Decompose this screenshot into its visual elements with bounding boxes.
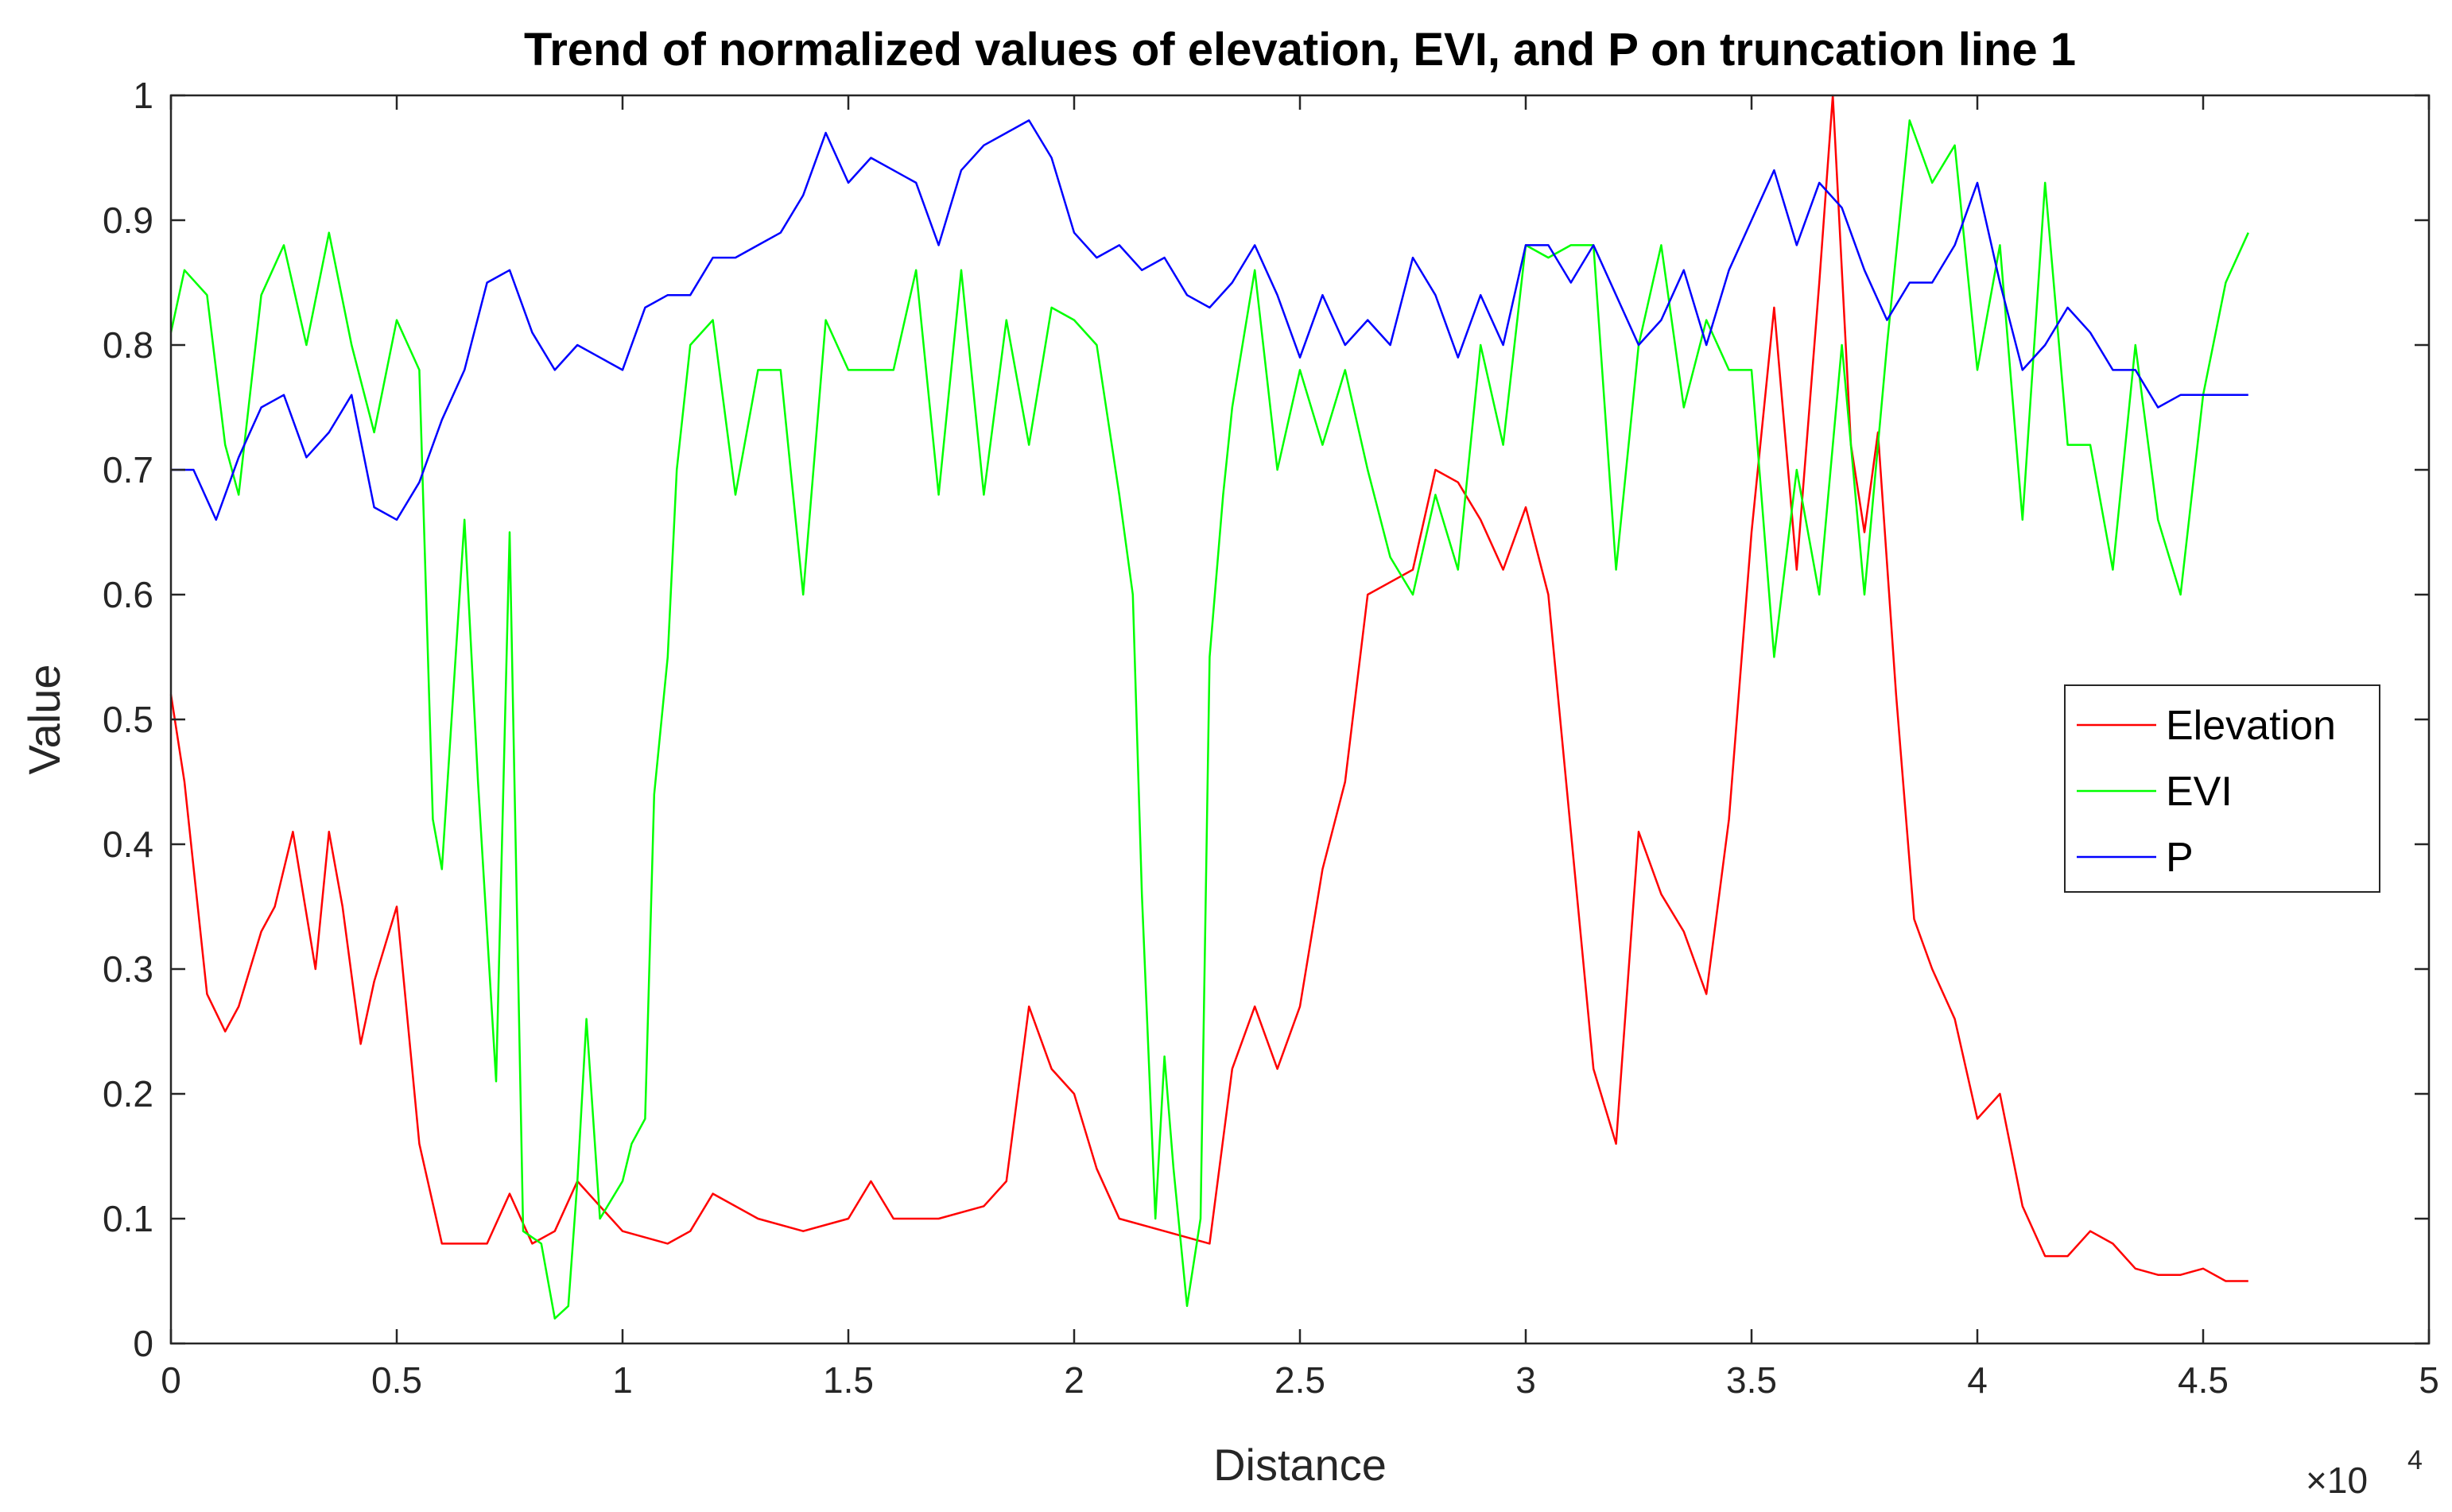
legend-label-elevation: Elevation [2166, 703, 2336, 749]
x-tick-label: 0 [161, 1359, 181, 1401]
x-axis-label: Distance [1213, 1440, 1387, 1490]
x-exponent-power: 4 [2407, 1445, 2423, 1475]
x-tick-label: 4.5 [2178, 1359, 2229, 1401]
y-tick-label: 1 [133, 75, 153, 116]
legend-items: Elevation EVI P [2077, 703, 2336, 881]
x-tick-label: 4 [1967, 1359, 1988, 1401]
legend-label-evi: EVI [2166, 769, 2233, 815]
x-tick-label: 3.5 [1726, 1359, 1777, 1401]
x-tick-label: 1.5 [823, 1359, 874, 1401]
y-tick-label: 0.9 [103, 200, 153, 241]
y-tick-label: 0.4 [103, 824, 153, 865]
x-tick-label: 1 [612, 1359, 633, 1401]
y-tick-label: 0.7 [103, 449, 153, 490]
chart-title: Trend of normalized values of elevation,… [524, 24, 2076, 76]
y-tick-label: 0.1 [103, 1198, 153, 1239]
series-layer [169, 94, 2249, 1320]
x-tick-label: 3 [1515, 1359, 1536, 1401]
y-tick-label: 0.3 [103, 948, 153, 990]
legend: Elevation EVI P [2064, 684, 2380, 893]
y-axis: 0 0.1 0.2 0.3 0.4 0.5 0.6 0.7 0.8 0.9 1 [103, 75, 2429, 1364]
x-tick-label: 2.5 [1274, 1359, 1325, 1401]
series-line-elevation [169, 94, 2248, 1282]
series-line-p [171, 119, 2248, 521]
x-tick-label: 0.5 [371, 1359, 422, 1401]
y-axis-label: Value [19, 664, 69, 774]
x-axis: 0 0.5 1 1.5 2 2.5 3 3.5 4 4.5 5 [161, 95, 2439, 1401]
y-tick-label: 0 [133, 1323, 153, 1364]
x-tick-label: 5 [2419, 1359, 2439, 1401]
y-tick-label: 0.6 [103, 574, 153, 615]
legend-label-p: P [2166, 835, 2194, 881]
x-exponent-label: ×10 [2306, 1460, 2368, 1501]
y-tick-label: 0.5 [103, 699, 153, 740]
x-tick-label: 2 [1064, 1359, 1084, 1401]
y-tick-label: 0.8 [103, 324, 153, 366]
plot-area [171, 95, 2429, 1343]
y-tick-label: 0.2 [103, 1073, 153, 1115]
series-line-evi [169, 119, 2249, 1320]
